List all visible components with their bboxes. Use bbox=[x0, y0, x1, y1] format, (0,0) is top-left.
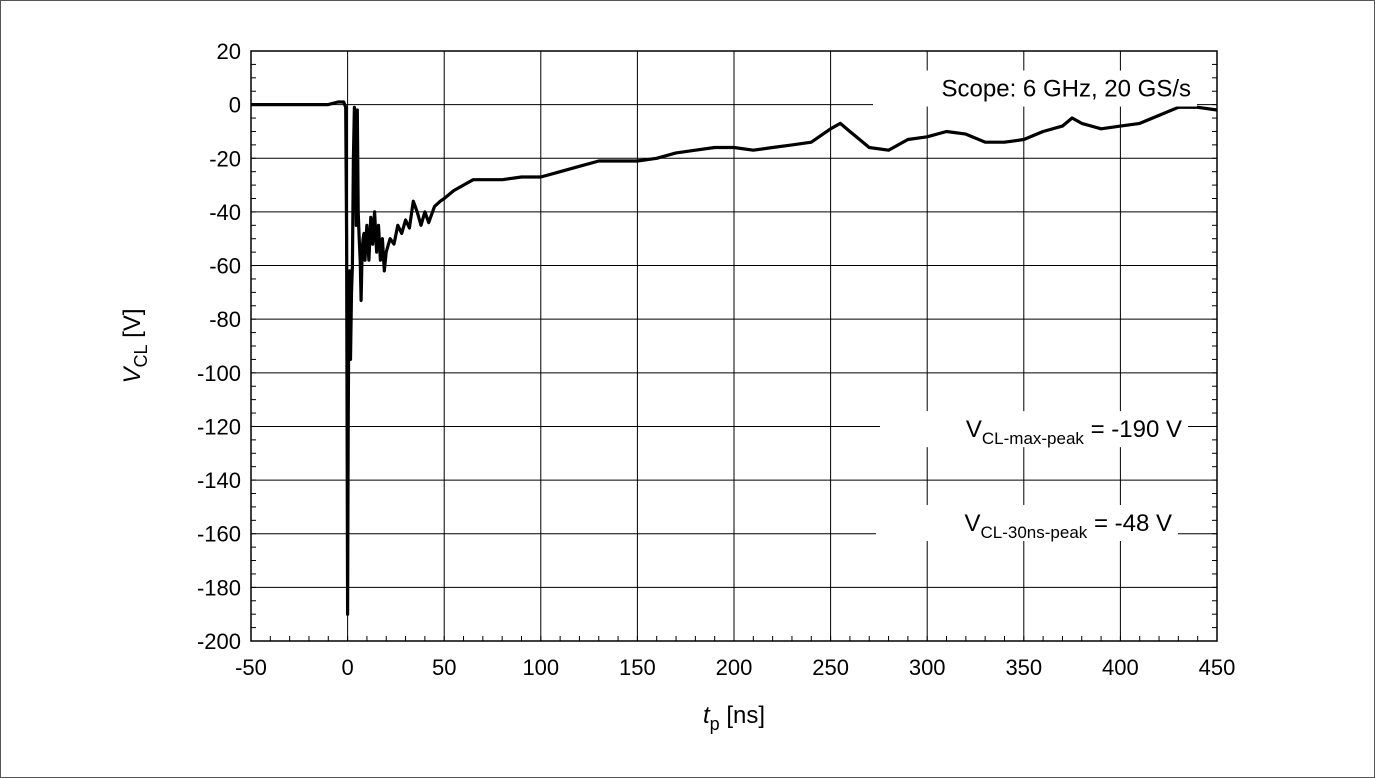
x-axis-symbol: t bbox=[703, 702, 711, 729]
y-axis-unit: [V] bbox=[119, 308, 146, 344]
30ns-peak-annotation: VCL-30ns-peak = -48 V bbox=[964, 510, 1172, 542]
y-tick-label: -100 bbox=[197, 361, 241, 386]
x-tick-label: 50 bbox=[432, 655, 456, 680]
x-tick-label: 350 bbox=[1005, 655, 1042, 680]
x-tick-label: 200 bbox=[716, 655, 753, 680]
y-tick-label: -140 bbox=[197, 468, 241, 493]
x-axis-subscript: p bbox=[710, 714, 720, 734]
30ns-peak-symbol: V bbox=[964, 510, 980, 537]
y-tick-label: -120 bbox=[197, 414, 241, 439]
x-tick-label: -50 bbox=[235, 655, 267, 680]
30ns-peak-annotation-background bbox=[876, 505, 1178, 541]
y-tick-labels: 20 0 -20 -40 -60 -80 -100 -120 -140 -160 -180 -200 bbox=[197, 39, 241, 654]
30ns-peak-subscript: CL-30ns-peak bbox=[981, 523, 1088, 542]
y-tick-label: -40 bbox=[209, 200, 241, 225]
plot-border bbox=[250, 50, 1218, 642]
y-tick-label: -180 bbox=[197, 575, 241, 600]
y-tick-label: 0 bbox=[229, 93, 241, 118]
annotations: Scope: 6 GHz, 20 GS/s VCL-max-peak = -19… bbox=[873, 70, 1197, 542]
x-tick-label: 250 bbox=[812, 655, 849, 680]
y-tick-label: -80 bbox=[209, 307, 241, 332]
plot-area bbox=[250, 50, 1218, 642]
max-peak-annotation-background bbox=[880, 411, 1188, 448]
x-tick-label: 0 bbox=[341, 655, 353, 680]
y-tick-label: -200 bbox=[197, 629, 241, 654]
x-axis-label: tp [ns] bbox=[703, 702, 765, 734]
scope-annotation-background bbox=[873, 70, 1197, 107]
max-peak-symbol: V bbox=[966, 416, 982, 443]
30ns-peak-value: = -48 V bbox=[1087, 510, 1172, 537]
x-axis-unit: [ns] bbox=[720, 702, 765, 729]
grid bbox=[250, 50, 1218, 642]
x-tick-label: 400 bbox=[1102, 655, 1139, 680]
y-tick-label: -20 bbox=[209, 146, 241, 171]
x-tick-label: 450 bbox=[1199, 655, 1236, 680]
max-peak-annotation: VCL-max-peak = -190 V bbox=[966, 416, 1182, 448]
x-tick-label: 300 bbox=[909, 655, 946, 680]
x-tick-labels: -50 0 50 100 150 200 250 300 350 400 450 bbox=[235, 655, 1235, 680]
scope-annotation: Scope: 6 GHz, 20 GS/s bbox=[942, 76, 1191, 103]
x-tick-label: 150 bbox=[619, 655, 656, 680]
y-axis-label: VCL [V] bbox=[119, 308, 151, 383]
y-tick-label: 20 bbox=[217, 39, 241, 64]
y-axis-symbol: V bbox=[119, 366, 146, 384]
y-tick-label: -60 bbox=[209, 254, 241, 279]
series-line bbox=[251, 100, 1218, 616]
y-tick-label: -160 bbox=[197, 522, 241, 547]
max-peak-value: = -190 V bbox=[1084, 416, 1182, 443]
x-tick-label: 100 bbox=[522, 655, 559, 680]
series-group bbox=[251, 100, 1218, 616]
y-axis-subscript: CL bbox=[131, 344, 151, 367]
max-peak-subscript: CL-max-peak bbox=[982, 429, 1085, 448]
